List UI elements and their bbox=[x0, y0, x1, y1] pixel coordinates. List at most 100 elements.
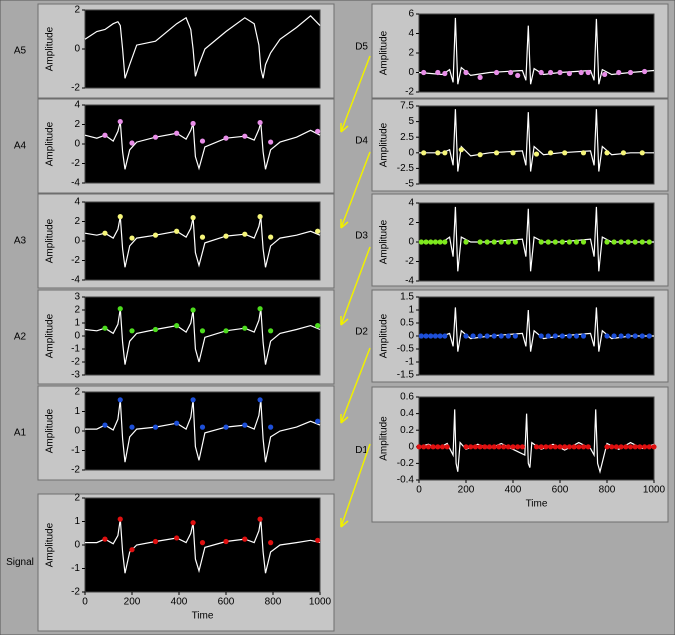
marker bbox=[637, 444, 643, 450]
marker bbox=[580, 444, 587, 450]
marker bbox=[576, 444, 582, 450]
marker bbox=[496, 444, 502, 450]
y-tick-label: 6 bbox=[408, 9, 414, 20]
y-tick-label: -2 bbox=[71, 255, 80, 266]
x-axis-title: Time bbox=[526, 499, 548, 510]
marker bbox=[611, 239, 617, 245]
y-tick-label: -2 bbox=[405, 87, 414, 98]
marker bbox=[190, 397, 196, 403]
marker bbox=[102, 536, 108, 542]
marker bbox=[493, 150, 500, 156]
marker bbox=[627, 444, 634, 450]
marker bbox=[315, 128, 321, 134]
marker bbox=[580, 239, 587, 245]
marker bbox=[242, 536, 248, 542]
y-tick-label: 0.2 bbox=[400, 425, 414, 436]
marker bbox=[458, 147, 464, 153]
y-axis-title: Amplitude bbox=[45, 121, 56, 166]
marker bbox=[199, 328, 206, 334]
marker bbox=[616, 69, 622, 76]
marker bbox=[515, 444, 521, 450]
marker bbox=[632, 239, 638, 245]
marker bbox=[242, 325, 248, 331]
y-tick-label: 4 bbox=[408, 28, 414, 39]
marker bbox=[242, 231, 248, 237]
marker bbox=[484, 333, 490, 339]
marker bbox=[545, 333, 551, 339]
marker bbox=[498, 239, 504, 245]
plot-area bbox=[84, 9, 321, 89]
marker bbox=[428, 333, 434, 339]
marker bbox=[578, 69, 584, 76]
y-axis-title: Amplitude bbox=[379, 416, 390, 461]
marker bbox=[425, 444, 431, 450]
y-tick-label: 0 bbox=[408, 441, 414, 452]
marker bbox=[642, 444, 648, 450]
marker bbox=[505, 333, 511, 339]
marker bbox=[545, 239, 551, 245]
x-tick-label: 0 bbox=[82, 597, 88, 608]
marker bbox=[257, 397, 263, 403]
y-tick-label: 0 bbox=[408, 331, 414, 342]
marker bbox=[543, 444, 549, 450]
marker bbox=[242, 133, 248, 139]
arrow bbox=[340, 347, 371, 424]
y-tick-label: -2 bbox=[71, 465, 80, 476]
chart-panel: Amplitude -3 -2 -1 0 1 2 3 bbox=[37, 289, 335, 385]
y-tick-label: 0.4 bbox=[400, 408, 414, 419]
marker bbox=[223, 424, 229, 430]
y-tick-label: 0.6 bbox=[400, 392, 414, 403]
marker bbox=[477, 74, 483, 80]
x-tick-label: 200 bbox=[458, 485, 475, 496]
y-tick-label: 2 bbox=[74, 119, 80, 130]
chart-panel: Amplitude -4 -2 0 2 4 bbox=[371, 193, 669, 287]
y-tick-label: 1 bbox=[74, 406, 80, 417]
marker bbox=[268, 424, 274, 430]
chart-panel: Amplitude -4 -2 0 2 4 bbox=[37, 193, 335, 289]
y-tick-label: 2 bbox=[74, 5, 80, 16]
x-tick-label: 1000 bbox=[309, 597, 332, 608]
marker bbox=[604, 150, 610, 156]
chart-label: Signal bbox=[6, 557, 34, 568]
y-axis-title: Amplitude bbox=[45, 313, 56, 358]
marker bbox=[646, 444, 652, 450]
marker bbox=[257, 214, 263, 220]
y-tick-label: -1 bbox=[71, 445, 80, 456]
y-tick-label: 1 bbox=[74, 516, 80, 527]
marker bbox=[463, 333, 469, 339]
marker bbox=[129, 235, 135, 241]
chart-panel: Amplitude -2 0 2 bbox=[37, 3, 335, 99]
marker bbox=[315, 418, 321, 424]
marker bbox=[604, 333, 610, 339]
marker bbox=[190, 120, 196, 127]
marker bbox=[199, 424, 206, 430]
arrow bbox=[340, 55, 371, 133]
marker bbox=[573, 333, 580, 339]
y-tick-label: -1.5 bbox=[397, 370, 415, 381]
y-tick-label: 0 bbox=[74, 540, 80, 551]
marker bbox=[418, 239, 424, 245]
y-tick-label: 7.5 bbox=[400, 101, 414, 112]
marker bbox=[435, 69, 441, 76]
chart-label: D1 bbox=[355, 445, 368, 456]
marker bbox=[571, 444, 577, 450]
trace bbox=[84, 308, 321, 365]
chart-panel: Amplitude -4 -2 0 2 4 bbox=[37, 98, 335, 194]
marker bbox=[632, 444, 638, 450]
marker bbox=[604, 444, 610, 450]
marker bbox=[223, 233, 229, 239]
y-axis-title: Amplitude bbox=[45, 408, 56, 453]
marker bbox=[512, 239, 518, 245]
marker bbox=[421, 150, 427, 156]
marker bbox=[174, 535, 180, 541]
marker bbox=[580, 333, 587, 339]
chart-label: D5 bbox=[355, 42, 368, 53]
marker bbox=[533, 151, 540, 157]
y-tick-label: 2 bbox=[74, 387, 80, 398]
y-axis-title: Amplitude bbox=[45, 26, 56, 71]
marker bbox=[618, 239, 624, 245]
y-tick-label: 0 bbox=[74, 236, 80, 247]
y-axis-title: Amplitude bbox=[45, 218, 56, 263]
marker bbox=[519, 444, 526, 450]
